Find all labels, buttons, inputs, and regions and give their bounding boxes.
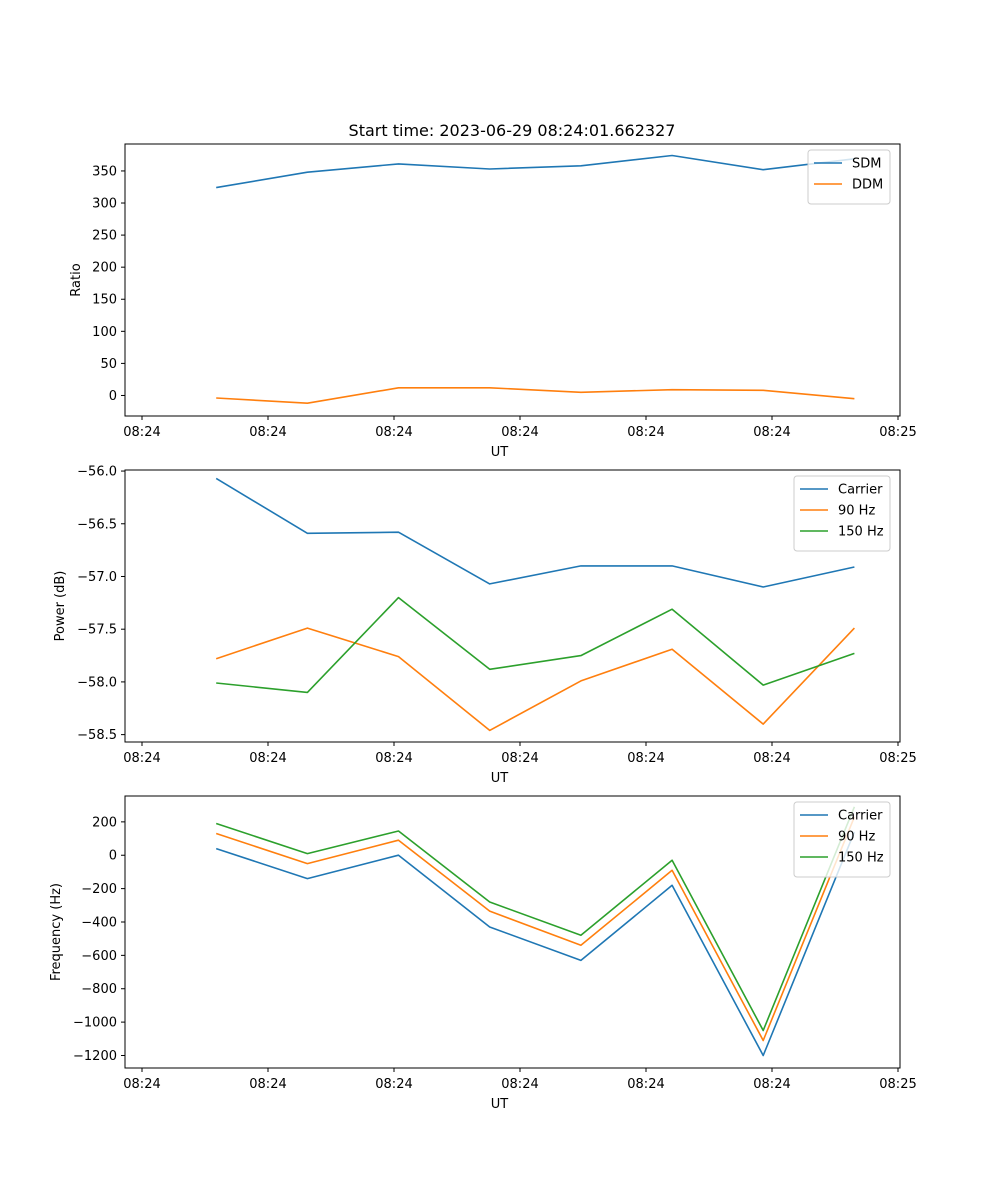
x-tick-label: 08:24: [375, 425, 412, 440]
x-tick-label: 08:24: [501, 751, 538, 766]
axes-frame: [124, 795, 901, 1069]
y-tick-label: 0: [109, 849, 117, 864]
x-tick-label: 08:25: [879, 1077, 916, 1092]
y-tick-label: −200: [81, 882, 117, 897]
series-line-2: [215, 627, 855, 732]
legend-entry: 90 Hz: [838, 830, 875, 845]
x-tick-label: 08:24: [627, 425, 664, 440]
series-line-3: [216, 596, 855, 694]
y-tick-label: −56.0: [77, 465, 117, 480]
legend-entry: SDM: [852, 157, 881, 172]
series-line-2: [216, 386, 855, 405]
x-tick-label: 08:24: [375, 1077, 412, 1092]
y-tick-label: −57.5: [77, 623, 117, 638]
y-tick-label: −800: [81, 982, 117, 997]
x-tick-label: 08:25: [879, 751, 916, 766]
subplot-1: 08:24 08:24 08:24 08:24 08:24 08:24 08:25 0 50 10…: [69, 143, 917, 460]
x-tick-label: 08:24: [375, 751, 412, 766]
y-axis-label: Frequency (Hz): [49, 883, 64, 981]
axes-frame: [124, 469, 901, 743]
y-tick-label: 50: [100, 357, 117, 372]
y-tick-label: 200: [92, 815, 117, 830]
x-tick-label: 08:24: [753, 751, 790, 766]
legend-entry: Carrier: [838, 809, 883, 824]
legend: Carrier 90 Hz 150 Hz: [793, 801, 891, 878]
y-tick-label: −57.0: [77, 570, 117, 585]
y-tick-label: −600: [81, 949, 117, 964]
y-tick-label: 250: [92, 229, 117, 244]
axes-frame: [124, 143, 901, 417]
x-tick-label: 08:24: [501, 425, 538, 440]
x-tick-label: 08:25: [879, 425, 916, 440]
legend-entry: 150 Hz: [838, 851, 884, 866]
x-tick-label: 08:24: [627, 751, 664, 766]
legend: SDM DDM: [807, 149, 891, 205]
x-axis-label: UT: [491, 445, 509, 460]
y-tick-label: −58.5: [77, 728, 117, 743]
subplots: 08:24 08:24 08:24 08:24 08:24 08:24 08:25 0 50 10…: [49, 143, 917, 1112]
series-line-1: [215, 831, 856, 1057]
legend-box: [793, 801, 891, 878]
subplot-2: 08:24 08:24 08:24 08:24 08:24 08:24 08:25 −58.5…: [53, 465, 917, 786]
x-tick-label: 08:24: [501, 1077, 538, 1092]
figure-title: Start time: 2023-06-29 08:24:01.662327: [349, 121, 676, 140]
y-tick-label: −1200: [73, 1049, 117, 1064]
legend-entry: 150 Hz: [838, 525, 884, 540]
x-tick-label: 08:24: [123, 425, 160, 440]
subplot-3: 08:24 08:24 08:24 08:24 08:24 08:24 08:25 −1200…: [49, 795, 917, 1112]
legend-entry: 90 Hz: [838, 504, 875, 519]
x-axis-label: UT: [491, 1097, 509, 1112]
x-tick-label: 08:24: [627, 1077, 664, 1092]
y-tick-label: −58.0: [77, 675, 117, 690]
y-tick-label: 150: [92, 293, 117, 308]
series-line-1: [215, 477, 855, 588]
x-axis-label: UT: [491, 771, 509, 786]
y-tick-label: −400: [81, 915, 117, 930]
series-line-2: [215, 816, 856, 1042]
series-line-1: [216, 154, 855, 189]
legend-box: [793, 475, 891, 552]
legend-entry: DDM: [852, 178, 883, 193]
y-tick-label: 350: [92, 164, 117, 179]
y-axis-label: Power (dB): [53, 571, 68, 642]
y-tick-label: 300: [92, 197, 117, 212]
x-tick-label: 08:24: [123, 1077, 160, 1092]
x-tick-label: 08:24: [753, 425, 790, 440]
y-tick-label: 100: [92, 325, 117, 340]
legend-entry: Carrier: [838, 483, 883, 498]
x-tick-label: 08:24: [249, 1077, 286, 1092]
legend: Carrier 90 Hz 150 Hz: [793, 475, 891, 552]
y-tick-label: −1000: [73, 1016, 117, 1031]
x-tick-label: 08:24: [249, 751, 286, 766]
series-line-3: [215, 806, 856, 1032]
y-tick-label: −56.5: [77, 517, 117, 532]
y-tick-label: 0: [109, 389, 117, 404]
y-tick-label: 200: [92, 261, 117, 276]
y-axis-label: Ratio: [69, 263, 84, 296]
x-tick-label: 08:24: [249, 425, 286, 440]
x-tick-label: 08:24: [753, 1077, 790, 1092]
x-tick-label: 08:24: [123, 751, 160, 766]
